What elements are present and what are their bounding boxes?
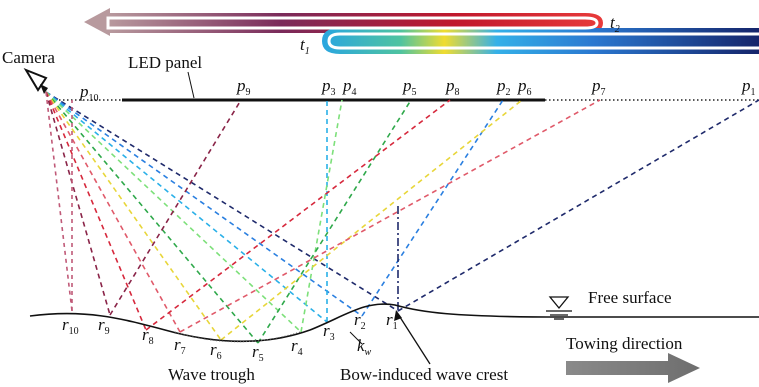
ray-paths [45,91,759,344]
ray-5-panel-segment [257,99,412,344]
ray-2-panel-segment [361,99,504,317]
t1-label: t1 [300,35,310,57]
r-label-8: r8 [142,325,154,347]
kw-label: kw [357,336,372,358]
ray-5-camera-segment [45,91,259,344]
led-panel [55,71,759,102]
kw-pointer [349,331,363,345]
ray-3-camera-segment [45,91,328,323]
r-label-9: r9 [98,315,110,337]
t2-label: t2 [610,13,620,35]
free-surface-line [29,303,759,343]
led-panel-pointer [187,71,195,99]
camera-icon [23,67,48,94]
arrow-left-icon [84,8,110,36]
r-label-2: r2 [354,310,366,332]
water-level-symbol [546,296,572,320]
r-label-1: r1 [386,310,398,332]
camera-label: Camera [2,48,55,67]
free-surface-dotted-trough [174,331,301,343]
bow-crest-pointer-line [397,313,431,365]
ray-1-camera-segment [45,91,399,312]
wave-trough-label: Wave trough [168,365,255,384]
p-label-2: p2 [496,76,511,98]
bow-crest-pointer-head [394,310,402,321]
ray-7-panel-segment [179,99,601,333]
ray-1-panel-segment [397,99,759,312]
p-label-1: p1 [741,76,756,98]
p-label-9: p9 [236,76,251,98]
r-point-labels: r10 r9 r8 r7 r6 r5 r4 r3 r2 r1 [62,310,398,364]
p-point-labels: p10 p9 p3 p4 p5 p8 p2 p6 p7 p1 [79,76,756,104]
led-panel-label: LED panel [128,53,202,72]
ray-8-camera-segment [45,91,147,331]
p-label-10: p10 [79,82,99,104]
p-label-7: p7 [591,76,606,98]
p-label-6: p6 [517,76,532,98]
p-label-3: p3 [321,76,336,98]
r-label-5: r5 [252,342,264,364]
p-label-5: p5 [402,76,417,98]
bow-crest-label: Bow-induced wave crest [340,365,508,384]
free-surface-label: Free surface [588,288,672,307]
r-label-7: r7 [174,335,186,357]
p-label-4: p4 [342,76,357,98]
ray-9-camera-segment [45,91,111,316]
ray-4-panel-segment [300,99,343,333]
r-label-6: r6 [210,340,222,362]
ray-8-panel-segment [145,99,451,331]
ray-6-camera-segment [45,91,222,341]
time-arrow-bottom-band [322,28,759,54]
towing-direction-label: Towing direction [566,334,683,353]
ray-6-panel-segment [220,99,523,341]
p-label-8: p8 [445,76,460,98]
ray-10-camera-segment [45,91,73,312]
r-label-4: r4 [291,336,303,358]
ray-2-camera-segment [45,91,363,317]
time-arrow-top-inner [106,16,599,30]
ray-9-panel-segment [109,99,242,316]
time-arrow-bottom-inner [327,32,759,50]
r-label-3: r3 [323,321,335,343]
time-arrow [84,8,759,54]
arrow-right-icon [566,353,700,383]
r-label-10: r10 [62,315,79,337]
ray-7-camera-segment [45,91,181,333]
